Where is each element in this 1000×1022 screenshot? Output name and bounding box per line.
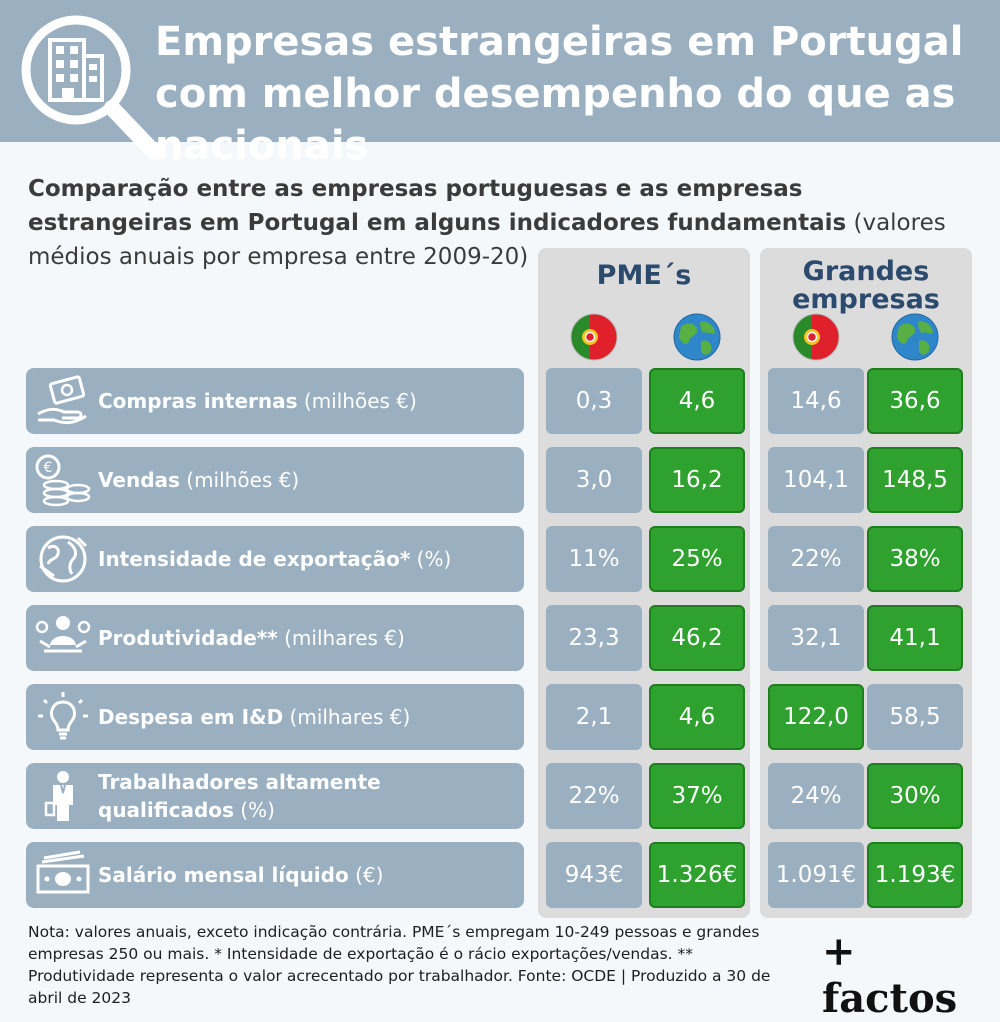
lightbulb-icon xyxy=(38,692,88,740)
value-cell: 14,6 xyxy=(768,368,864,434)
row-label: Compras internas (milhões €) xyxy=(26,368,524,434)
row-label-text: Salário mensal líquido (€) xyxy=(98,842,518,908)
value-cell: 25% xyxy=(649,526,745,592)
worker-icon xyxy=(44,771,73,821)
value-cell: 4,6 xyxy=(649,368,745,434)
value-cell: 122,0 xyxy=(768,684,864,750)
indicator-name: Despesa em I&D xyxy=(98,705,284,729)
banknotes-icon xyxy=(36,850,90,894)
row-label-content: Produtividade** (milhares €) xyxy=(98,624,405,652)
value-cell: 148,5 xyxy=(867,447,963,513)
row-label: Despesa em I&D (milhares €) xyxy=(26,684,524,750)
globe-arrows-icon xyxy=(39,535,88,583)
group-title: Grandes empresas xyxy=(792,256,940,315)
value-cell: 38% xyxy=(867,526,963,592)
indicator-name: Intensidade de exportação* xyxy=(98,547,411,571)
indicator-unit: (milhares €) xyxy=(277,626,405,650)
value-cell: 2,1 xyxy=(546,684,642,750)
row-label-text: Despesa em I&D (milhares €) xyxy=(98,684,518,750)
page-title: Empresas estrangeiras em Portugal com me… xyxy=(155,19,964,169)
row-label: Intensidade de exportação* (%) xyxy=(26,526,524,592)
row-label: Salário mensal líquido (€) xyxy=(26,842,524,908)
indicator-unit: (milhares €) xyxy=(283,705,411,729)
value-cell: 4,6 xyxy=(649,684,745,750)
row-label: Produtividade** (milhares €) xyxy=(26,605,524,671)
brand-logo: + factos xyxy=(822,928,958,1022)
row-label-text: Compras internas (milhões €) xyxy=(98,368,518,434)
portugal-flag-icon xyxy=(792,313,840,361)
svg-text:€: € xyxy=(44,460,53,476)
row-label: Trabalhadores altamente qualificados (%) xyxy=(26,763,524,829)
row-label-content: Salário mensal líquido (€) xyxy=(98,861,383,889)
header-banner: Empresas estrangeiras em Portugal com me… xyxy=(0,0,1000,169)
row-label-content: Despesa em I&D (milhares €) xyxy=(98,703,410,731)
value-cell: 22% xyxy=(546,763,642,829)
value-cell: 36,6 xyxy=(867,368,963,434)
value-cell: 30% xyxy=(867,763,963,829)
coins-icon: € xyxy=(35,454,91,507)
value-cell: 41,1 xyxy=(867,605,963,671)
row-label-text: Vendas (milhões €) xyxy=(98,447,518,513)
subtitle-rest: (valores médios anuais por empresa entre… xyxy=(28,210,946,270)
indicator-unit: (€) xyxy=(348,863,384,887)
row-label: € Vendas (milhões €) xyxy=(26,447,524,513)
indicator-unit: (milhões €) xyxy=(297,389,417,413)
money-hand-icon xyxy=(37,375,87,425)
value-cell: 3,0 xyxy=(546,447,642,513)
globe-icon xyxy=(673,313,721,361)
row-label-content: Compras internas (milhões €) xyxy=(98,387,417,415)
value-cell: 16,2 xyxy=(649,447,745,513)
group-title: PME´s xyxy=(596,260,692,291)
value-cell: 32,1 xyxy=(768,605,864,671)
row-label-content: Intensidade de exportação* (%) xyxy=(98,545,451,573)
value-cell: 46,2 xyxy=(649,605,745,671)
value-cell: 23,3 xyxy=(546,605,642,671)
footnote: Nota: valores anuais, exceto indicação c… xyxy=(28,923,771,1007)
row-label-text: Intensidade de exportação* (%) xyxy=(98,526,518,592)
value-cell: 24% xyxy=(768,763,864,829)
globe-icon xyxy=(891,313,939,361)
indicator-unit: (milhões €) xyxy=(179,468,300,492)
value-cell: 1.326€ xyxy=(649,842,745,908)
row-label-content: Trabalhadores altamente qualificados (%) xyxy=(98,768,518,824)
building-magnifier-icon xyxy=(21,15,162,160)
indicator-name: Compras internas xyxy=(98,389,298,413)
value-cell: 104,1 xyxy=(768,447,864,513)
value-cell: 1.091€ xyxy=(768,842,864,908)
indicator-name: Salário mensal líquido xyxy=(98,863,349,887)
indicator-name: Trabalhadores altamente qualificados xyxy=(98,770,381,822)
chart-subtitle: Comparação entre as empresas portuguesas… xyxy=(28,172,958,274)
indicator-name: Produtividade** xyxy=(98,626,278,650)
row-label-content: Vendas (milhões €) xyxy=(98,466,299,494)
indicator-name: Vendas xyxy=(98,468,180,492)
value-cell: 943€ xyxy=(546,842,642,908)
productivity-icon xyxy=(35,616,91,653)
subtitle-bold: Comparação entre as empresas portuguesas… xyxy=(28,176,847,236)
value-cell: 0,3 xyxy=(546,368,642,434)
indicator-unit: (%) xyxy=(233,798,275,822)
row-label-text: Trabalhadores altamente qualificados (%) xyxy=(98,763,518,829)
indicator-unit: (%) xyxy=(410,547,452,571)
value-cell: 1.193€ xyxy=(867,842,963,908)
value-cell: 11% xyxy=(546,526,642,592)
value-cell: 58,5 xyxy=(867,684,963,750)
value-cell: 22% xyxy=(768,526,864,592)
value-cell: 37% xyxy=(649,763,745,829)
row-label-text: Produtividade** (milhares €) xyxy=(98,605,518,671)
portugal-flag-icon xyxy=(570,313,618,361)
